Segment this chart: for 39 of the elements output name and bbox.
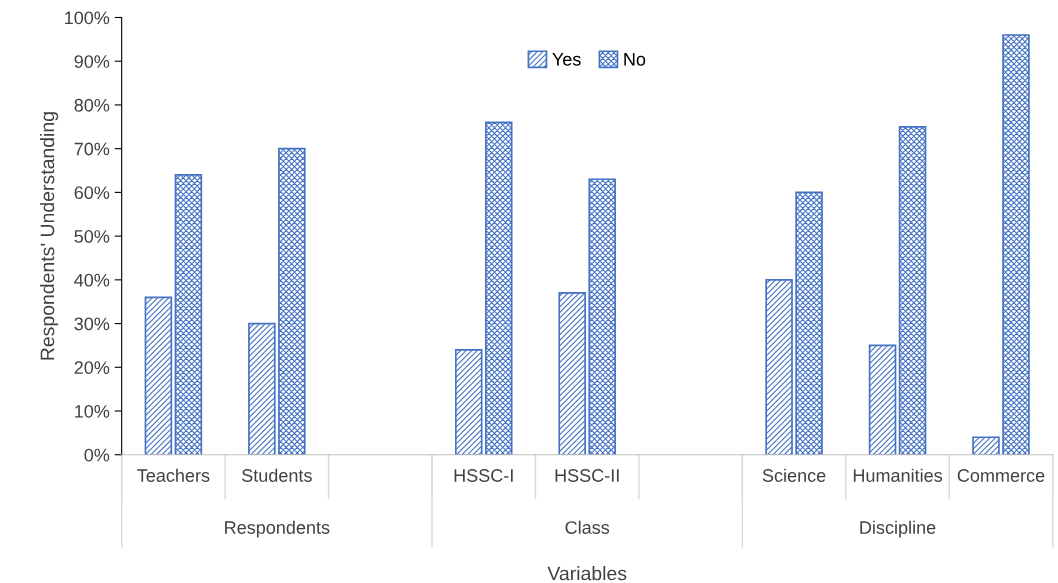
legend-label: Yes [552, 53, 581, 66]
y-tick-label: 0% [84, 448, 110, 462]
bar [795, 191, 823, 455]
y-axis-title: Respondents' Understanding [40, 112, 59, 360]
bar [484, 121, 513, 455]
y-tick-label: 60% [74, 186, 110, 200]
y-tick-label: 40% [74, 273, 110, 287]
bar [765, 279, 793, 455]
x-tick-label: HSSC-I [454, 469, 513, 482]
text: Class [565, 520, 610, 534]
x-tick-label: Students [242, 468, 312, 482]
text: Discipline [860, 520, 936, 538]
y-tick-label: 20% [74, 361, 110, 375]
x-tick-label: Teachers [137, 468, 210, 482]
x-tick-label: Science [762, 468, 826, 482]
text: Respondents [225, 520, 330, 538]
x-tick-label: Commerce [957, 469, 1045, 482]
bar [454, 348, 483, 455]
bar [868, 344, 897, 455]
bar [1002, 34, 1030, 455]
bar [588, 178, 616, 455]
y-tick-label: 70% [74, 142, 110, 156]
bar [174, 174, 203, 455]
bar [278, 147, 306, 455]
bar [972, 436, 1000, 455]
x-tick-label: HSSC-II [555, 469, 619, 482]
y-tick-label: 10% [75, 404, 110, 418]
y-tick-label: 90% [74, 55, 110, 68]
bar [144, 296, 173, 455]
x-tick-label: Humanities [853, 468, 943, 482]
bar [558, 292, 586, 455]
bar [898, 125, 927, 455]
y-tick-label: 100% [65, 11, 110, 25]
y-tick-label: 50% [74, 230, 110, 243]
x-axis-title: Variables [547, 566, 627, 581]
bar [248, 322, 276, 455]
y-tick-label: 80% [74, 98, 110, 112]
legend-label: No [624, 53, 646, 66]
y-tick-label: 30% [74, 317, 110, 331]
